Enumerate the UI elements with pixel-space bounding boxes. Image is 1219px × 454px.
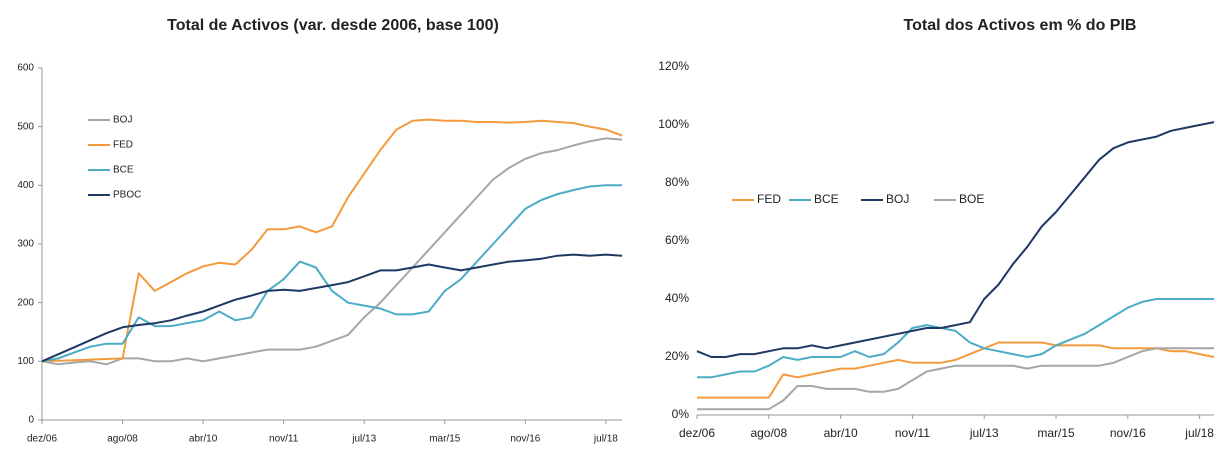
legend-label: FED [113,140,133,151]
chart-title: Total dos Activos em % do PIB [904,17,1137,34]
line-series [697,347,1214,411]
y-tick-label: 100 [17,356,34,367]
legend-label: BOJ [113,115,132,126]
legend-label: BOE [959,192,984,206]
x-tick-label: abr/10 [824,426,858,440]
line-series [697,341,1215,399]
y-tick-label: 80% [665,175,689,189]
legend-label: BOJ [886,192,909,206]
line-series [41,184,622,363]
legend-label: BCE [113,165,134,176]
y-tick-label: 40% [665,291,689,305]
line-series [41,253,623,363]
x-tick-label: ago/08 [107,434,138,445]
x-tick-label: jul/13 [351,434,376,445]
chart-title: Total de Activos (var. desde 2006, base … [167,17,499,34]
x-tick-label: jul/18 [1184,426,1214,440]
line-series [41,137,623,366]
y-tick-label: 500 [17,121,34,132]
x-tick-label: jul/18 [593,434,618,445]
x-tick-label: dez/06 [27,434,57,445]
y-tick-label: 400 [17,180,34,191]
x-tick-label: nov/11 [269,434,299,445]
x-tick-label: nov/16 [510,434,540,445]
x-tick-label: abr/10 [189,434,218,445]
y-tick-label: 120% [658,59,689,73]
y-tick-label: 20% [665,349,689,363]
line-series [696,121,1215,358]
y-tick-label: 200 [17,297,34,308]
x-tick-label: nov/11 [895,426,930,440]
legend-label: PBOC [113,190,141,201]
x-tick-label: mar/15 [1037,426,1075,440]
line-series [41,118,623,363]
y-tick-label: 600 [17,63,34,74]
y-tick-label: 300 [17,239,34,250]
legend-label: BCE [814,192,839,206]
x-tick-label: jul/13 [969,426,999,440]
y-tick-label: 100% [658,117,689,131]
x-tick-label: ago/08 [750,426,787,440]
line-series [697,298,1214,379]
legend-label: FED [757,192,781,206]
x-tick-label: dez/06 [679,426,715,440]
y-tick-label: 60% [665,233,689,247]
y-tick-label: 0 [28,415,34,426]
y-tick-label: 0% [672,407,690,421]
x-tick-label: nov/16 [1110,426,1146,440]
x-tick-label: mar/15 [429,434,461,445]
